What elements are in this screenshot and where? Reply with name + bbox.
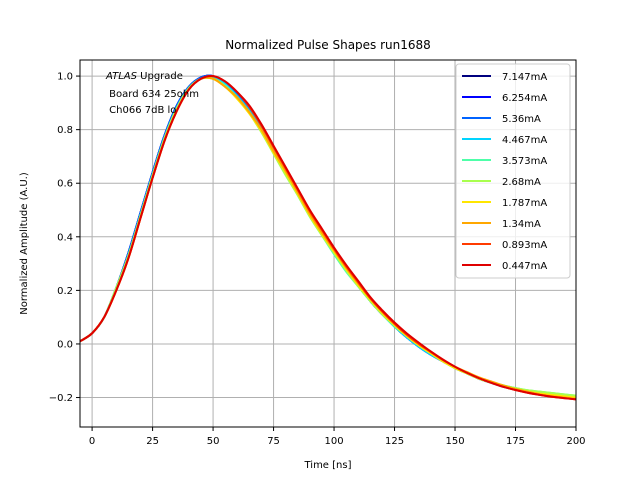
y-tick-label: 1.0 (57, 72, 73, 83)
plot-frame (79, 59, 577, 428)
x-tick-label: 100 (325, 436, 344, 447)
x-tick-label: 0 (89, 436, 95, 447)
legend-item: 0.893mA (462, 240, 547, 251)
x-tick-label: 50 (207, 436, 220, 447)
x-tick-label: 25 (146, 436, 159, 447)
y-axis-ticks: −0.2 0.0 0.2 0.4 0.6 0.8 1.0 (49, 72, 80, 404)
x-tick-label: 150 (445, 436, 464, 447)
legend-label: 3.573mA (502, 156, 547, 167)
legend-label: 0.893mA (502, 240, 547, 251)
x-tick-label: 125 (385, 436, 404, 447)
legend-item: 6.254mA (462, 93, 547, 104)
y-tick-label: −0.2 (49, 393, 73, 404)
legend: 7.147mA 6.254mA 5.36mA 4.467mA 3.573mA 2.68mA… (455, 63, 571, 279)
y-tick-label: 0.0 (57, 339, 73, 350)
atlas-annotation: ATLAS Upgrade Board 634 25ohm Ch066 7dB … (105, 71, 199, 116)
annotation-line-3: Ch066 7dB lo (106, 105, 176, 116)
annotation-atlas: ATLAS (105, 71, 138, 82)
annotation-upgrade: Upgrade (137, 71, 183, 82)
legend-label: 7.147mA (502, 72, 547, 83)
x-tick-label: 75 (267, 436, 280, 447)
series-line-0.447mA (80, 74, 576, 401)
legend-item: 2.68mA (462, 177, 541, 188)
legend-label: 2.68mA (502, 177, 541, 188)
legend-label: 5.36mA (502, 114, 541, 125)
series-group (80, 74, 576, 401)
y-tick-label: 0.6 (57, 179, 73, 190)
y-axis-label: Normalized Amplitude (A.U.) (19, 172, 30, 315)
legend-item: 3.573mA (462, 156, 547, 167)
annotation-line-2: Board 634 25ohm (106, 89, 199, 100)
legend-item: 4.467mA (462, 135, 547, 146)
y-tick-label: 0.4 (57, 232, 73, 243)
legend-item: 0.447mA (462, 261, 547, 272)
legend-label: 0.447mA (502, 261, 547, 272)
y-tick-label: 0.8 (57, 125, 73, 136)
legend-item: 1.34mA (462, 219, 541, 230)
y-tick-label: 0.2 (57, 286, 73, 297)
legend-item: 7.147mA (462, 72, 547, 83)
chart-title: Normalized Pulse Shapes run1688 (225, 38, 431, 52)
legend-item: 1.787mA (462, 198, 547, 209)
legend-label: 1.34mA (502, 219, 541, 230)
annotation-line-1: ATLAS Upgrade (105, 71, 183, 82)
x-axis-label: Time [ns] (303, 460, 351, 471)
x-tick-label: 175 (506, 436, 525, 447)
legend-item: 5.36mA (462, 114, 541, 125)
legend-label: 4.467mA (502, 135, 547, 146)
x-tick-label: 200 (566, 436, 585, 447)
legend-label: 1.787mA (502, 198, 547, 209)
legend-label: 6.254mA (502, 93, 547, 104)
x-axis-ticks: 0 25 50 75 100 125 150 175 200 (89, 427, 586, 447)
